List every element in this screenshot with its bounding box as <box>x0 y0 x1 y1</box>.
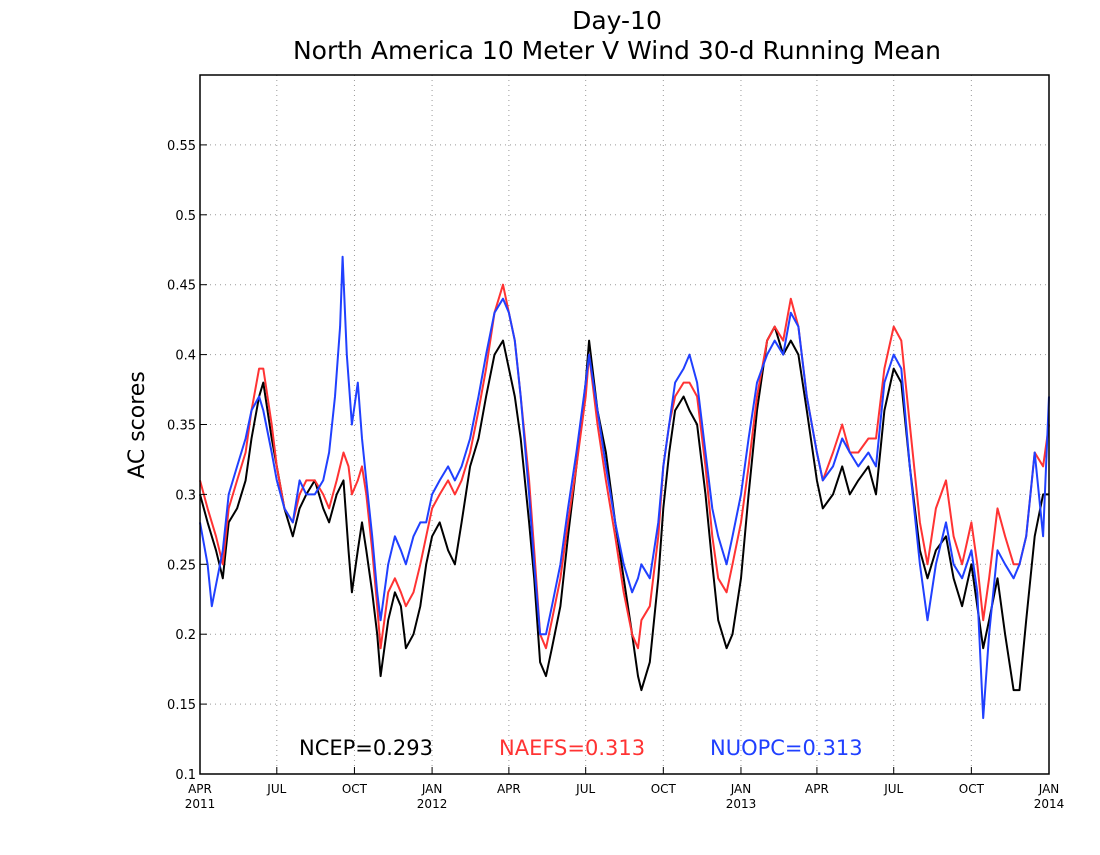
grid <box>200 75 1049 774</box>
x-tick-label: JUL <box>883 782 903 796</box>
y-tick-label: 0.2 <box>175 628 196 643</box>
x-tick-year-label: 2012 <box>417 797 448 811</box>
x-tick-year-label: 2013 <box>726 797 757 811</box>
plot-frame <box>199 74 1050 775</box>
x-tick-label: JAN <box>1038 782 1060 796</box>
y-tick-label: 0.4 <box>175 349 196 364</box>
y-tick-label: 0.15 <box>167 698 196 713</box>
legend-item: NUOPC=0.313 <box>710 736 863 760</box>
y-tick-label: 0.25 <box>167 558 196 573</box>
x-tick-year-label: 2011 <box>185 797 216 811</box>
y-tick-label: 0.1 <box>175 768 196 783</box>
series-line-naefs <box>199 283 1050 650</box>
y-tick-label: 0.3 <box>175 488 196 503</box>
legend: NCEP=0.293 NAEFS=0.313 NUOPC=0.313 <box>299 736 863 760</box>
y-axis: 0.1 0.15 0.2 0.25 0.3 0.35 0.4 0.45 0.5 0.55 <box>167 139 207 783</box>
x-tick-label: APR <box>497 782 521 796</box>
x-tick-label: OCT <box>651 782 677 796</box>
legend-item: NAEFS=0.313 <box>499 736 645 760</box>
chart-title: Day-10 <box>572 6 662 35</box>
series-line-nuopc <box>199 255 1050 720</box>
x-tick-label: JAN <box>421 782 443 796</box>
x-tick-label: OCT <box>959 782 985 796</box>
x-tick-label: JUL <box>266 782 286 796</box>
y-tick-label: 0.45 <box>167 279 196 294</box>
series-lines <box>199 255 1050 720</box>
y-tick-label: 0.5 <box>175 209 196 224</box>
x-tick-label: JAN <box>730 782 752 796</box>
legend-item: NCEP=0.293 <box>299 736 433 760</box>
x-tick-label: JUL <box>575 782 595 796</box>
x-tick-label: APR <box>805 782 829 796</box>
chart-subtitle: North America 10 Meter V Wind 30-d Runni… <box>293 36 941 65</box>
x-tick-label: APR <box>188 782 212 796</box>
y-tick-label: 0.35 <box>167 419 196 434</box>
y-axis-label: AC scores <box>125 371 150 479</box>
x-tick-label: OCT <box>342 782 368 796</box>
y-tick-label: 0.55 <box>167 139 196 154</box>
x-tick-year-label: 2014 <box>1034 797 1065 811</box>
series-line-ncep <box>199 325 1049 692</box>
